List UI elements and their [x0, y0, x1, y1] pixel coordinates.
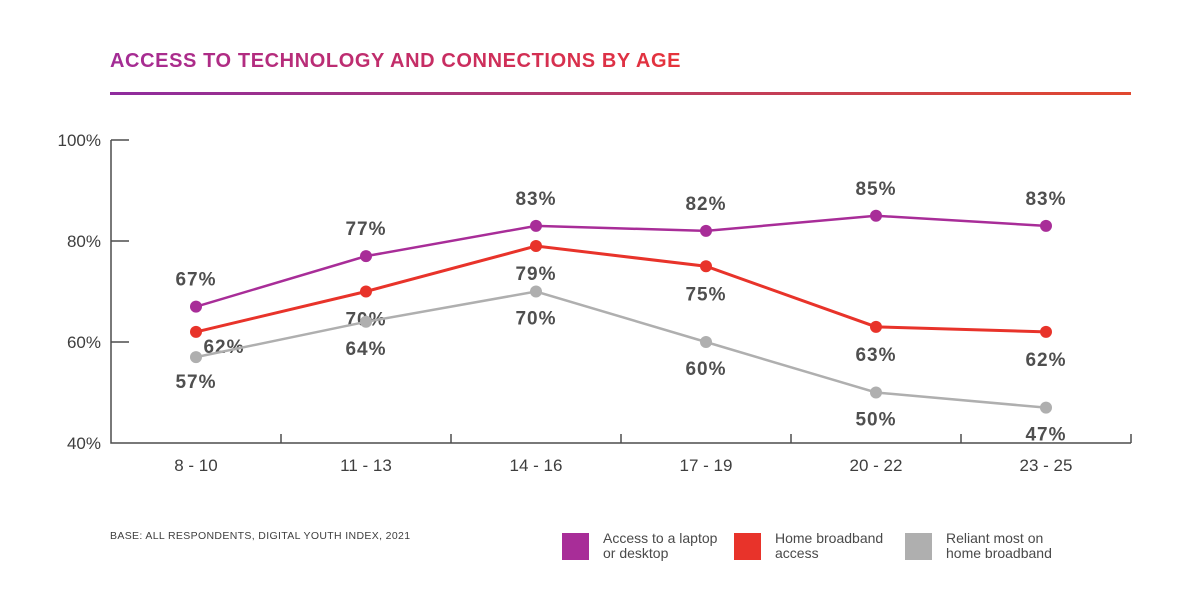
y-axis-label: 40% [67, 434, 101, 453]
data-label-gray-0: 57% [175, 372, 216, 393]
y-axis-label: 100% [58, 131, 101, 150]
data-label-red-4: 63% [855, 345, 896, 366]
title-underline-rule [110, 92, 1131, 95]
legend-swatch-purple [562, 532, 589, 560]
x-axis-label: 23 - 25 [1020, 456, 1073, 475]
legend-swatch-red [734, 532, 761, 560]
legend-item-reliant-broadband: Reliant most on home broadband [905, 531, 1052, 561]
data-point-purple-1 [360, 250, 372, 263]
data-point-red-0 [190, 325, 202, 338]
data-point-gray-5 [1040, 401, 1052, 414]
x-axis-label: 14 - 16 [510, 456, 563, 475]
series-line-red [195, 244, 1047, 334]
x-axis-label: 20 - 22 [850, 456, 903, 475]
data-point-purple-3 [700, 224, 712, 237]
data-label-gray-4: 50% [855, 410, 896, 431]
source-note: BASE: ALL RESPONDENTS, DIGITAL YOUTH IND… [110, 530, 411, 542]
data-point-gray-2 [530, 285, 542, 298]
data-label-purple-5: 83% [1025, 189, 1066, 210]
data-point-red-4 [870, 320, 882, 333]
data-point-red-3 [700, 260, 712, 273]
x-axis-label: 11 - 13 [340, 456, 392, 475]
y-axis-label: 80% [67, 232, 101, 251]
data-point-purple-5 [1040, 219, 1052, 232]
legend-label: Home broadband access [775, 531, 883, 561]
data-point-red-1 [360, 285, 372, 298]
data-label-purple-2: 83% [515, 189, 556, 210]
data-point-purple-4 [870, 209, 882, 222]
data-point-purple-2 [530, 219, 542, 232]
data-label-purple-3: 82% [685, 194, 726, 215]
data-point-gray-4 [870, 386, 882, 399]
data-point-red-5 [1040, 325, 1052, 338]
data-label-red-3: 75% [685, 284, 726, 305]
legend-label-line: Access to a laptop [603, 530, 718, 546]
data-label-gray-1: 64% [345, 339, 386, 360]
data-label-gray-2: 70% [515, 309, 556, 330]
legend-label-line: or desktop [603, 545, 669, 561]
axis-lines [110, 140, 1131, 444]
legend-label-line: access [775, 545, 819, 561]
data-label-red-5: 62% [1025, 350, 1066, 371]
data-point-purple-0 [190, 300, 202, 313]
legend-label-line: Reliant most on [946, 530, 1044, 546]
data-label-red-2: 79% [515, 264, 556, 285]
data-point-gray-0 [190, 351, 202, 364]
series-line-gray [195, 290, 1047, 409]
legend-label-line: Home broadband [775, 530, 884, 546]
page-title: ACCESS TO TECHNOLOGY AND CONNECTIONS BY … [110, 50, 682, 72]
data-point-gray-1 [360, 315, 372, 328]
data-label-purple-1: 77% [345, 219, 386, 240]
data-label-purple-4: 85% [855, 179, 896, 200]
y-axis-label: 60% [67, 333, 101, 352]
x-axis-label: 17 - 19 [680, 456, 733, 475]
data-label-gray-3: 60% [685, 359, 726, 380]
x-axis-label: 8 - 10 [174, 456, 217, 475]
legend-label: Reliant most on home broadband [946, 531, 1052, 561]
legend-label-line: home broadband [946, 545, 1052, 561]
legend-item-home-broadband: Home broadband access [734, 531, 883, 561]
legend-label: Access to a laptop or desktop [603, 531, 717, 561]
data-point-red-2 [530, 240, 542, 253]
data-label-purple-0: 67% [175, 270, 216, 291]
data-label-gray-5: 47% [1025, 425, 1066, 446]
series-line-purple [195, 214, 1047, 308]
data-point-gray-3 [700, 336, 712, 348]
legend-item-laptop-desktop: Access to a laptop or desktop [562, 531, 717, 561]
legend-swatch-gray [905, 532, 932, 560]
